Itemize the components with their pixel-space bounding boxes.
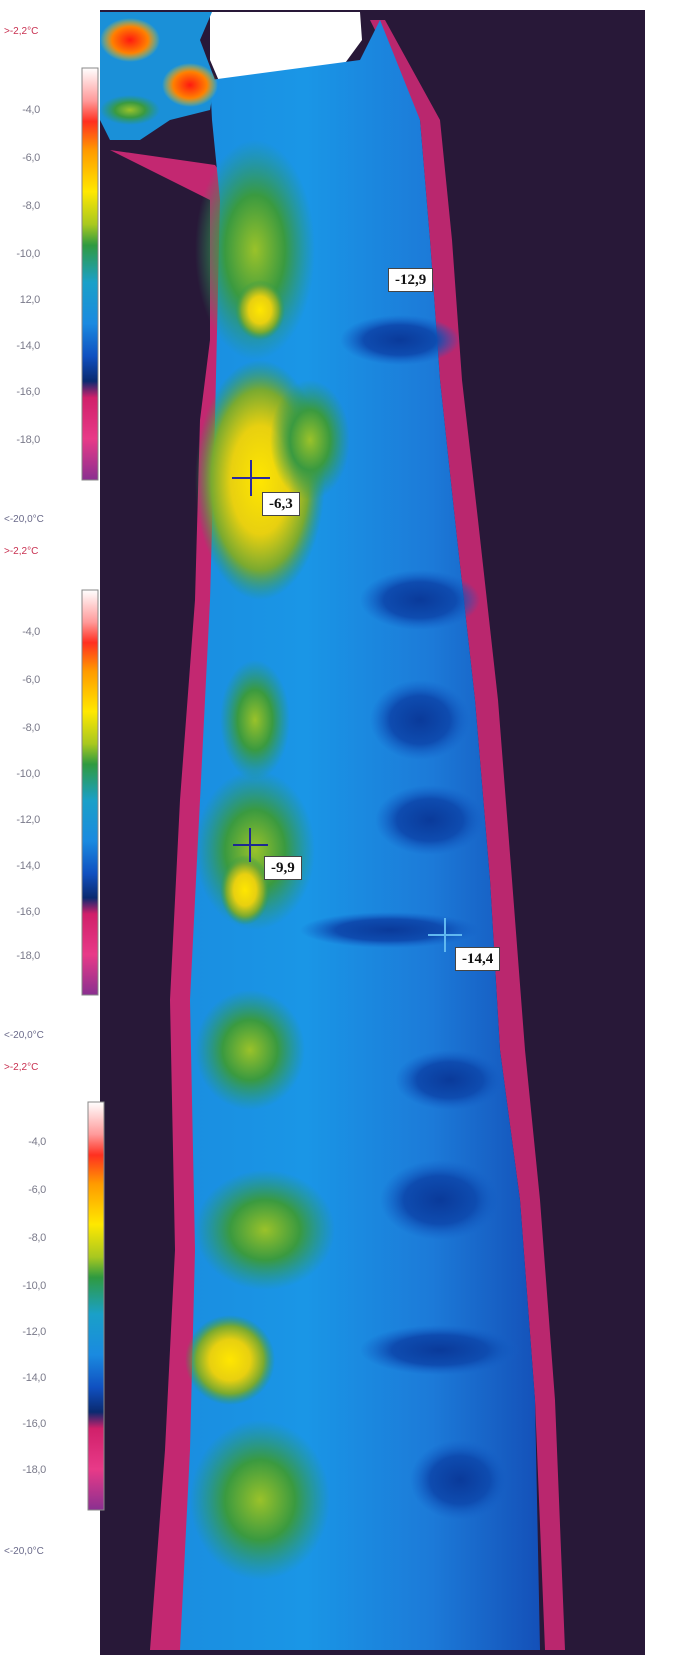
colorbar-2-tick: -8,0 — [22, 722, 40, 734]
right-edge — [370, 20, 565, 1650]
temperature-marker: -12,9 — [388, 268, 434, 292]
colorbar-3-tick: -4,0 — [28, 1136, 46, 1148]
colorbar-3 — [87, 1101, 105, 1511]
colorbar-2-tick: -18,0 — [16, 950, 40, 962]
colorbar-1 — [81, 67, 99, 481]
crosshair-3 — [428, 918, 462, 952]
colorbar-1-tick: -14,0 — [16, 340, 40, 352]
colorbar-2-min-label: <-20,0°C — [4, 1030, 44, 1041]
temperature-marker: -14,4 — [455, 947, 501, 971]
colorbar-1-max-label: >-2,2°C — [4, 26, 39, 37]
colorbar-2-tick: -16,0 — [16, 906, 40, 918]
colorbar-2-tick: -6,0 — [22, 674, 40, 686]
colorbar-1-tick: -6,0 — [22, 152, 40, 164]
colorbar-3-tick: -16,0 — [22, 1418, 46, 1430]
colorbar-3-tick: -12,0 — [22, 1326, 46, 1338]
crosshair-2 — [233, 828, 268, 862]
colorbar-1-tick: -10,0 — [16, 248, 40, 260]
colorbar-2-tick: -4,0 — [22, 626, 40, 638]
colorbar-1-min-label: <-20,0°C — [4, 514, 44, 525]
colorbar-2 — [81, 589, 99, 996]
colorbar-3-tick: -10,0 — [22, 1280, 46, 1292]
colorbar-2-max-label: >-2,2°C — [4, 546, 39, 557]
temperature-marker: -6,3 — [262, 492, 300, 516]
colorbar-1-tick: -4,0 — [22, 104, 40, 116]
colorbar-3-tick: -6,0 — [28, 1184, 46, 1196]
top-open-area — [210, 12, 362, 95]
colorbar-2-tick: -14,0 — [16, 860, 40, 872]
temperature-marker: -9,9 — [264, 856, 302, 880]
colorbar-3-tick: -8,0 — [28, 1232, 46, 1244]
colorbar-3-max-label: >-2,2°C — [4, 1062, 39, 1073]
colorbar-1-tick: -16,0 — [16, 386, 40, 398]
colorbar-3-min-label: <-20,0°C — [4, 1546, 44, 1557]
colorbar-2-tick: -12,0 — [16, 814, 40, 826]
colorbar-1-tick: -8,0 — [22, 200, 40, 212]
colorbar-1-tick: -18,0 — [16, 434, 40, 446]
colorbar-2-tick: -10,0 — [16, 768, 40, 780]
colorbar-3-tick: -14,0 — [22, 1372, 46, 1384]
crosshair-1 — [232, 460, 270, 496]
colorbar-3-tick: -18,0 — [22, 1464, 46, 1476]
colorbar-1-tick: 12,0 — [19, 294, 41, 306]
